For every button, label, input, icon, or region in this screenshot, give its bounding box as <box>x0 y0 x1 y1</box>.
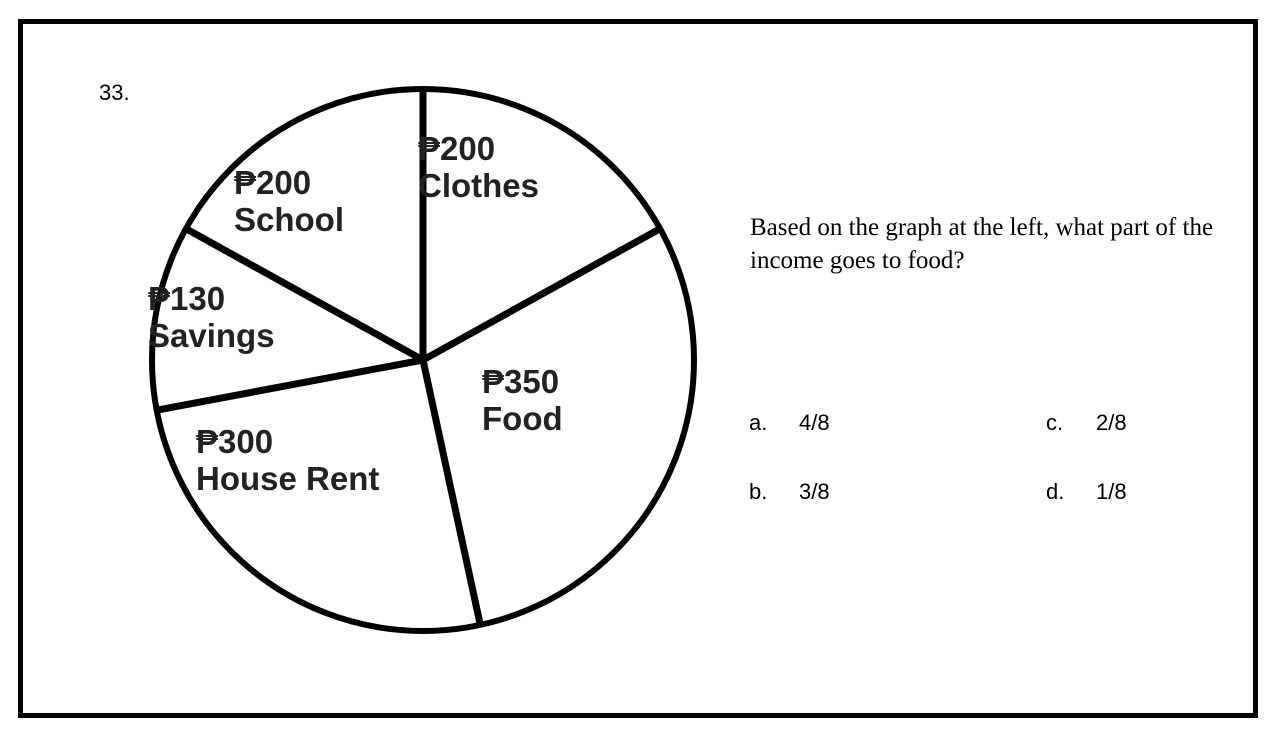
slice-name: Clothes <box>418 167 539 204</box>
slice-label-school: ₱200 School <box>234 164 344 238</box>
choice-c[interactable]: c. 2/8 <box>1046 410 1127 436</box>
choice-d-letter: d. <box>1046 479 1065 504</box>
slice-label-house-rent: ₱300 House Rent <box>196 423 379 497</box>
pie-divider <box>421 225 662 364</box>
question-text: Based on the graph at the left, what par… <box>750 214 1214 274</box>
pie-divider <box>156 356 424 414</box>
slice-label-savings: ₱130 Savings <box>148 280 275 354</box>
slice-amount: ₱130 <box>148 280 225 317</box>
pie-slices <box>152 89 695 631</box>
slice-label-clothes: ₱200 Clothes <box>418 130 539 204</box>
choice-c-letter: c. <box>1046 410 1064 435</box>
pie-divider <box>184 225 425 364</box>
choice-b-letter: b. <box>749 479 768 504</box>
choice-d[interactable]: d. 1/8 <box>1046 479 1127 505</box>
slice-amount: ₱200 <box>418 130 495 167</box>
pie-dividers <box>156 89 662 626</box>
choice-a[interactable]: a. 4/8 <box>749 410 830 436</box>
pie-slice-house-rent <box>156 360 481 631</box>
pie-slice-savings <box>152 228 423 411</box>
pie-divider <box>419 359 484 626</box>
choice-b-text: 3/8 <box>799 479 830 504</box>
choice-d-text: 1/8 <box>1096 479 1127 504</box>
choice-a-text: 4/8 <box>799 410 830 435</box>
pie-labels: ₱200 Clothes₱350 Food₱300 House Rent₱130 Sav… <box>148 130 563 497</box>
choice-b[interactable]: b. 3/8 <box>749 479 830 505</box>
slice-label-food: ₱350 Food <box>482 363 563 437</box>
slice-amount: ₱350 <box>482 363 559 400</box>
slice-amount: ₱200 <box>234 164 311 201</box>
slice-name: Food <box>482 400 563 437</box>
slice-name: School <box>234 201 344 238</box>
question-number: 33. <box>99 80 130 105</box>
slice-name: House Rent <box>196 460 379 497</box>
slice-amount: ₱300 <box>196 423 273 460</box>
choice-a-letter: a. <box>749 410 768 435</box>
choice-c-text: 2/8 <box>1096 410 1127 435</box>
pie-slice-food <box>423 228 695 625</box>
slice-name: Savings <box>148 317 275 354</box>
